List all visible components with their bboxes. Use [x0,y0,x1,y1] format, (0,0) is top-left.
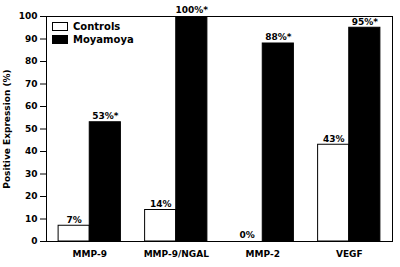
svg-text:53%*: 53%* [92,111,119,121]
svg-text:95%*: 95%* [352,17,379,27]
svg-text:100%*: 100%* [176,5,209,15]
svg-text:88%*: 88%* [265,32,292,42]
svg-text:60: 60 [25,101,38,111]
svg-text:MMP-2: MMP-2 [246,249,280,259]
svg-text:7%: 7% [67,215,82,225]
svg-text:40: 40 [25,146,38,156]
svg-text:100: 100 [19,11,38,21]
svg-text:70: 70 [25,79,38,89]
svg-text:14%: 14% [150,199,172,209]
svg-text:VEGF: VEGF [336,249,363,259]
svg-text:0%: 0% [240,230,255,240]
svg-text:Positive Expression (%): Positive Expression (%) [2,69,12,188]
svg-text:50: 50 [25,124,38,134]
svg-text:80: 80 [25,56,38,66]
svg-text:MMP-9: MMP-9 [73,249,107,259]
svg-text:10: 10 [25,214,38,224]
svg-text:43%: 43% [323,134,345,144]
html-text:Moyamoya: Moyamoya [73,34,134,45]
svg-text:90: 90 [25,34,38,44]
svg-text:20: 20 [25,191,38,201]
svg-text:0: 0 [31,236,37,246]
svg-text:30: 30 [25,169,38,179]
html-text:Controls: Controls [73,21,121,32]
svg-text:MMP-9/NGAL: MMP-9/NGAL [144,249,210,259]
